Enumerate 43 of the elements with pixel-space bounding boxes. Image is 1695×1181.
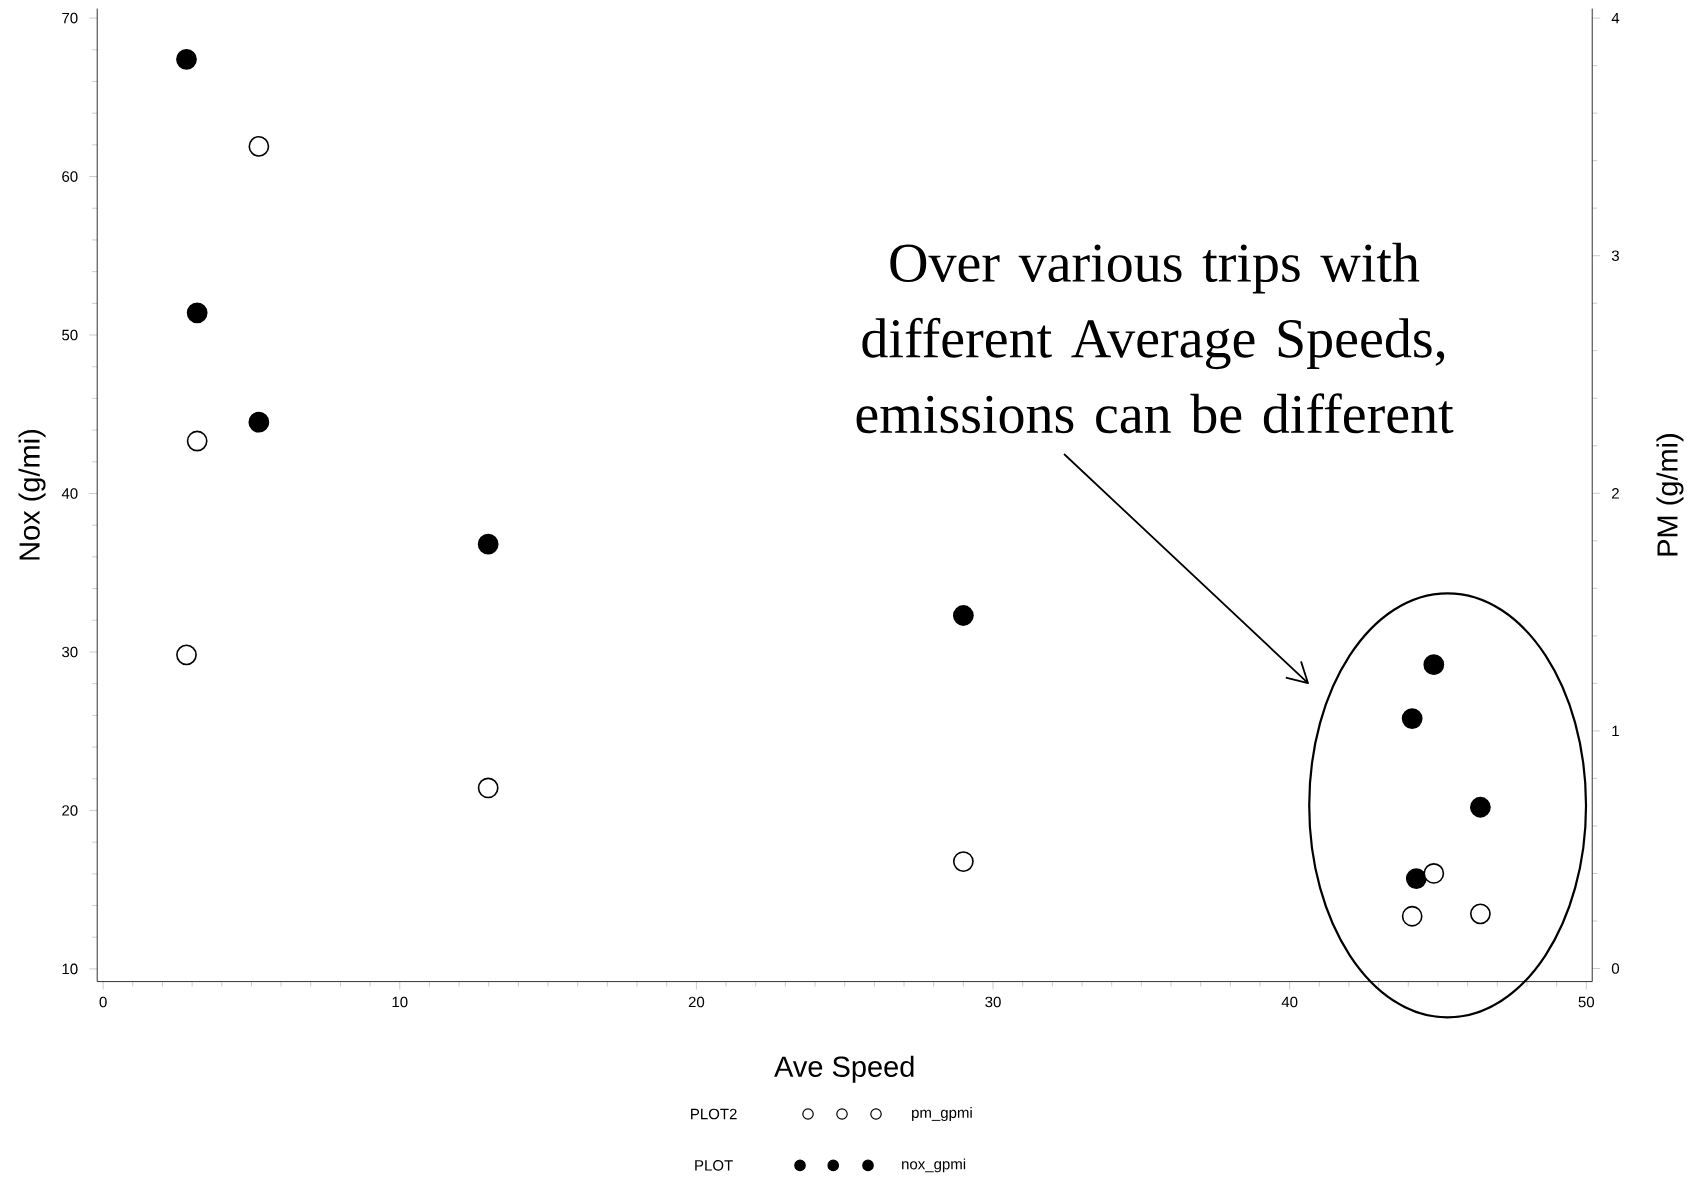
x-tick-label: 40 <box>1281 996 1298 1008</box>
x-tick-label: 30 <box>985 996 1001 1008</box>
point <box>1423 654 1445 676</box>
point <box>1401 708 1423 729</box>
y2-tick-label: 1 <box>1612 725 1619 737</box>
y2-tick-label: 3 <box>1611 250 1619 262</box>
y2-tick-label: 4 <box>1611 12 1620 24</box>
y-tick-label: 40 <box>61 488 78 499</box>
point <box>1405 868 1427 889</box>
legend-label: nox_gpmi <box>902 1158 966 1173</box>
x-tick-label: 20 <box>688 996 705 1008</box>
point <box>1469 903 1491 925</box>
y-tick-label: 30 <box>62 646 78 658</box>
y2-axis-title: PM (g/mi) <box>1656 434 1684 556</box>
y-axis-title: Nox (g/mi) <box>18 430 46 560</box>
text: PLOT2 <box>691 1108 737 1120</box>
point <box>248 135 270 157</box>
point <box>952 605 974 626</box>
point <box>477 533 499 555</box>
y-tick-label: 60 <box>62 171 78 182</box>
y-tick-label: 20 <box>62 805 78 816</box>
y-tick-label: 70 <box>62 12 78 24</box>
point <box>186 430 208 452</box>
annotation: Over various trips with different Average Speeds, emissions can be different <box>856 242 1454 434</box>
y-tick-label: 10 <box>62 963 78 975</box>
point <box>1423 863 1445 884</box>
point <box>186 302 208 324</box>
x-axis-title: Ave Speed <box>774 1055 914 1083</box>
text: PLOT <box>695 1160 733 1171</box>
legend-label: pm_gpmi <box>912 1107 972 1121</box>
point <box>176 48 197 70</box>
point <box>1469 796 1491 818</box>
point <box>176 644 197 666</box>
x-tick-label: 0 <box>99 996 107 1008</box>
point <box>952 851 974 872</box>
y2-tick-label: 0 <box>1611 963 1620 974</box>
point <box>477 777 499 799</box>
x-tick-label: 10 <box>392 996 408 1008</box>
point <box>1401 905 1423 927</box>
x-tick-label: 50 <box>1578 996 1595 1008</box>
y2-tick-label: 2 <box>1612 488 1619 499</box>
point <box>248 411 270 433</box>
y-tick-label: 50 <box>62 329 78 341</box>
